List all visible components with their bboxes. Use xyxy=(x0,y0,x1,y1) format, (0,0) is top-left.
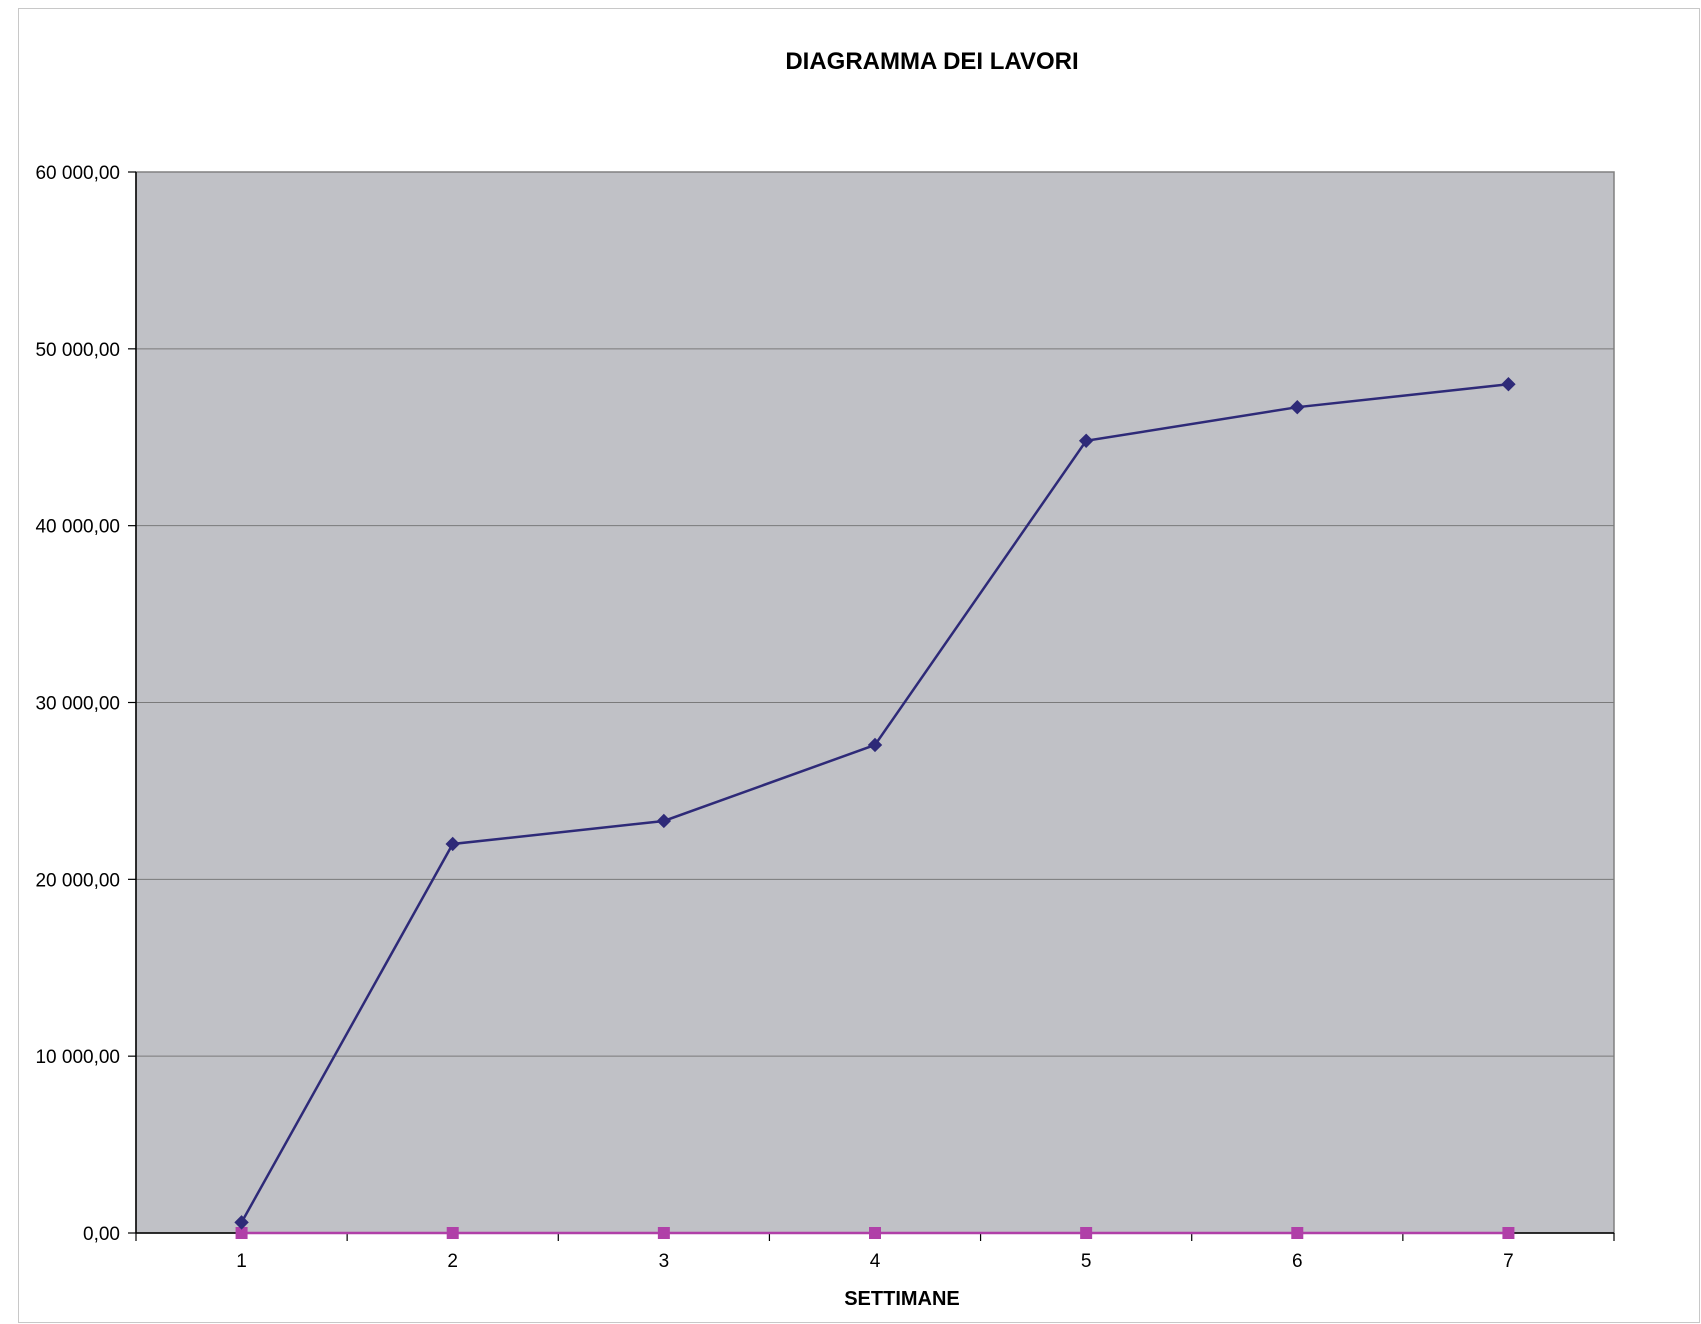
x-tick-label: 5 xyxy=(1081,1251,1092,1272)
y-tick-label: 10 000,00 xyxy=(35,1047,120,1068)
series-1-point xyxy=(234,1215,249,1230)
y-tick-label: 20 000,00 xyxy=(35,870,120,891)
series-2-point xyxy=(1291,1227,1304,1239)
x-tick-label: 3 xyxy=(659,1251,670,1272)
series-2-point xyxy=(657,1227,670,1239)
series-2-point xyxy=(235,1227,248,1239)
x-axis-label: SETTIMANE xyxy=(844,1288,960,1310)
x-tick-label: 7 xyxy=(1503,1251,1514,1272)
series-2-point xyxy=(446,1227,459,1239)
series-2-point xyxy=(1502,1227,1515,1239)
x-tick-label: 6 xyxy=(1292,1251,1303,1272)
series-1-point xyxy=(445,836,460,852)
y-tick-label: 40 000,00 xyxy=(35,517,120,538)
y-tick-label: 50 000,00 xyxy=(35,340,120,361)
y-tick-label: 60 000,00 xyxy=(35,163,120,184)
series-1-point xyxy=(1290,399,1305,415)
x-tick-label: 1 xyxy=(236,1251,247,1272)
x-tick-label: 4 xyxy=(870,1251,881,1272)
series-2-point xyxy=(869,1227,881,1239)
series-1-point xyxy=(1501,376,1516,392)
y-tick-label: 0,00 xyxy=(83,1224,120,1245)
y-tick-label: 30 000,00 xyxy=(35,694,120,715)
x-tick-label: 2 xyxy=(447,1251,458,1272)
chart-title: DIAGRAMMA DEI LAVORI xyxy=(785,48,1079,75)
series-1-point xyxy=(867,737,883,753)
series-2-point xyxy=(1080,1227,1093,1239)
series-1-point xyxy=(1078,433,1094,448)
series-1-point xyxy=(656,813,672,829)
